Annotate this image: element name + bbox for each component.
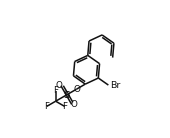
- Text: O: O: [73, 85, 80, 94]
- Text: O: O: [71, 100, 77, 109]
- Text: S: S: [63, 91, 70, 100]
- Text: F: F: [53, 86, 58, 95]
- Text: O: O: [55, 81, 62, 90]
- Text: F: F: [62, 102, 67, 111]
- Text: F: F: [44, 102, 49, 111]
- Text: Br: Br: [110, 81, 120, 90]
